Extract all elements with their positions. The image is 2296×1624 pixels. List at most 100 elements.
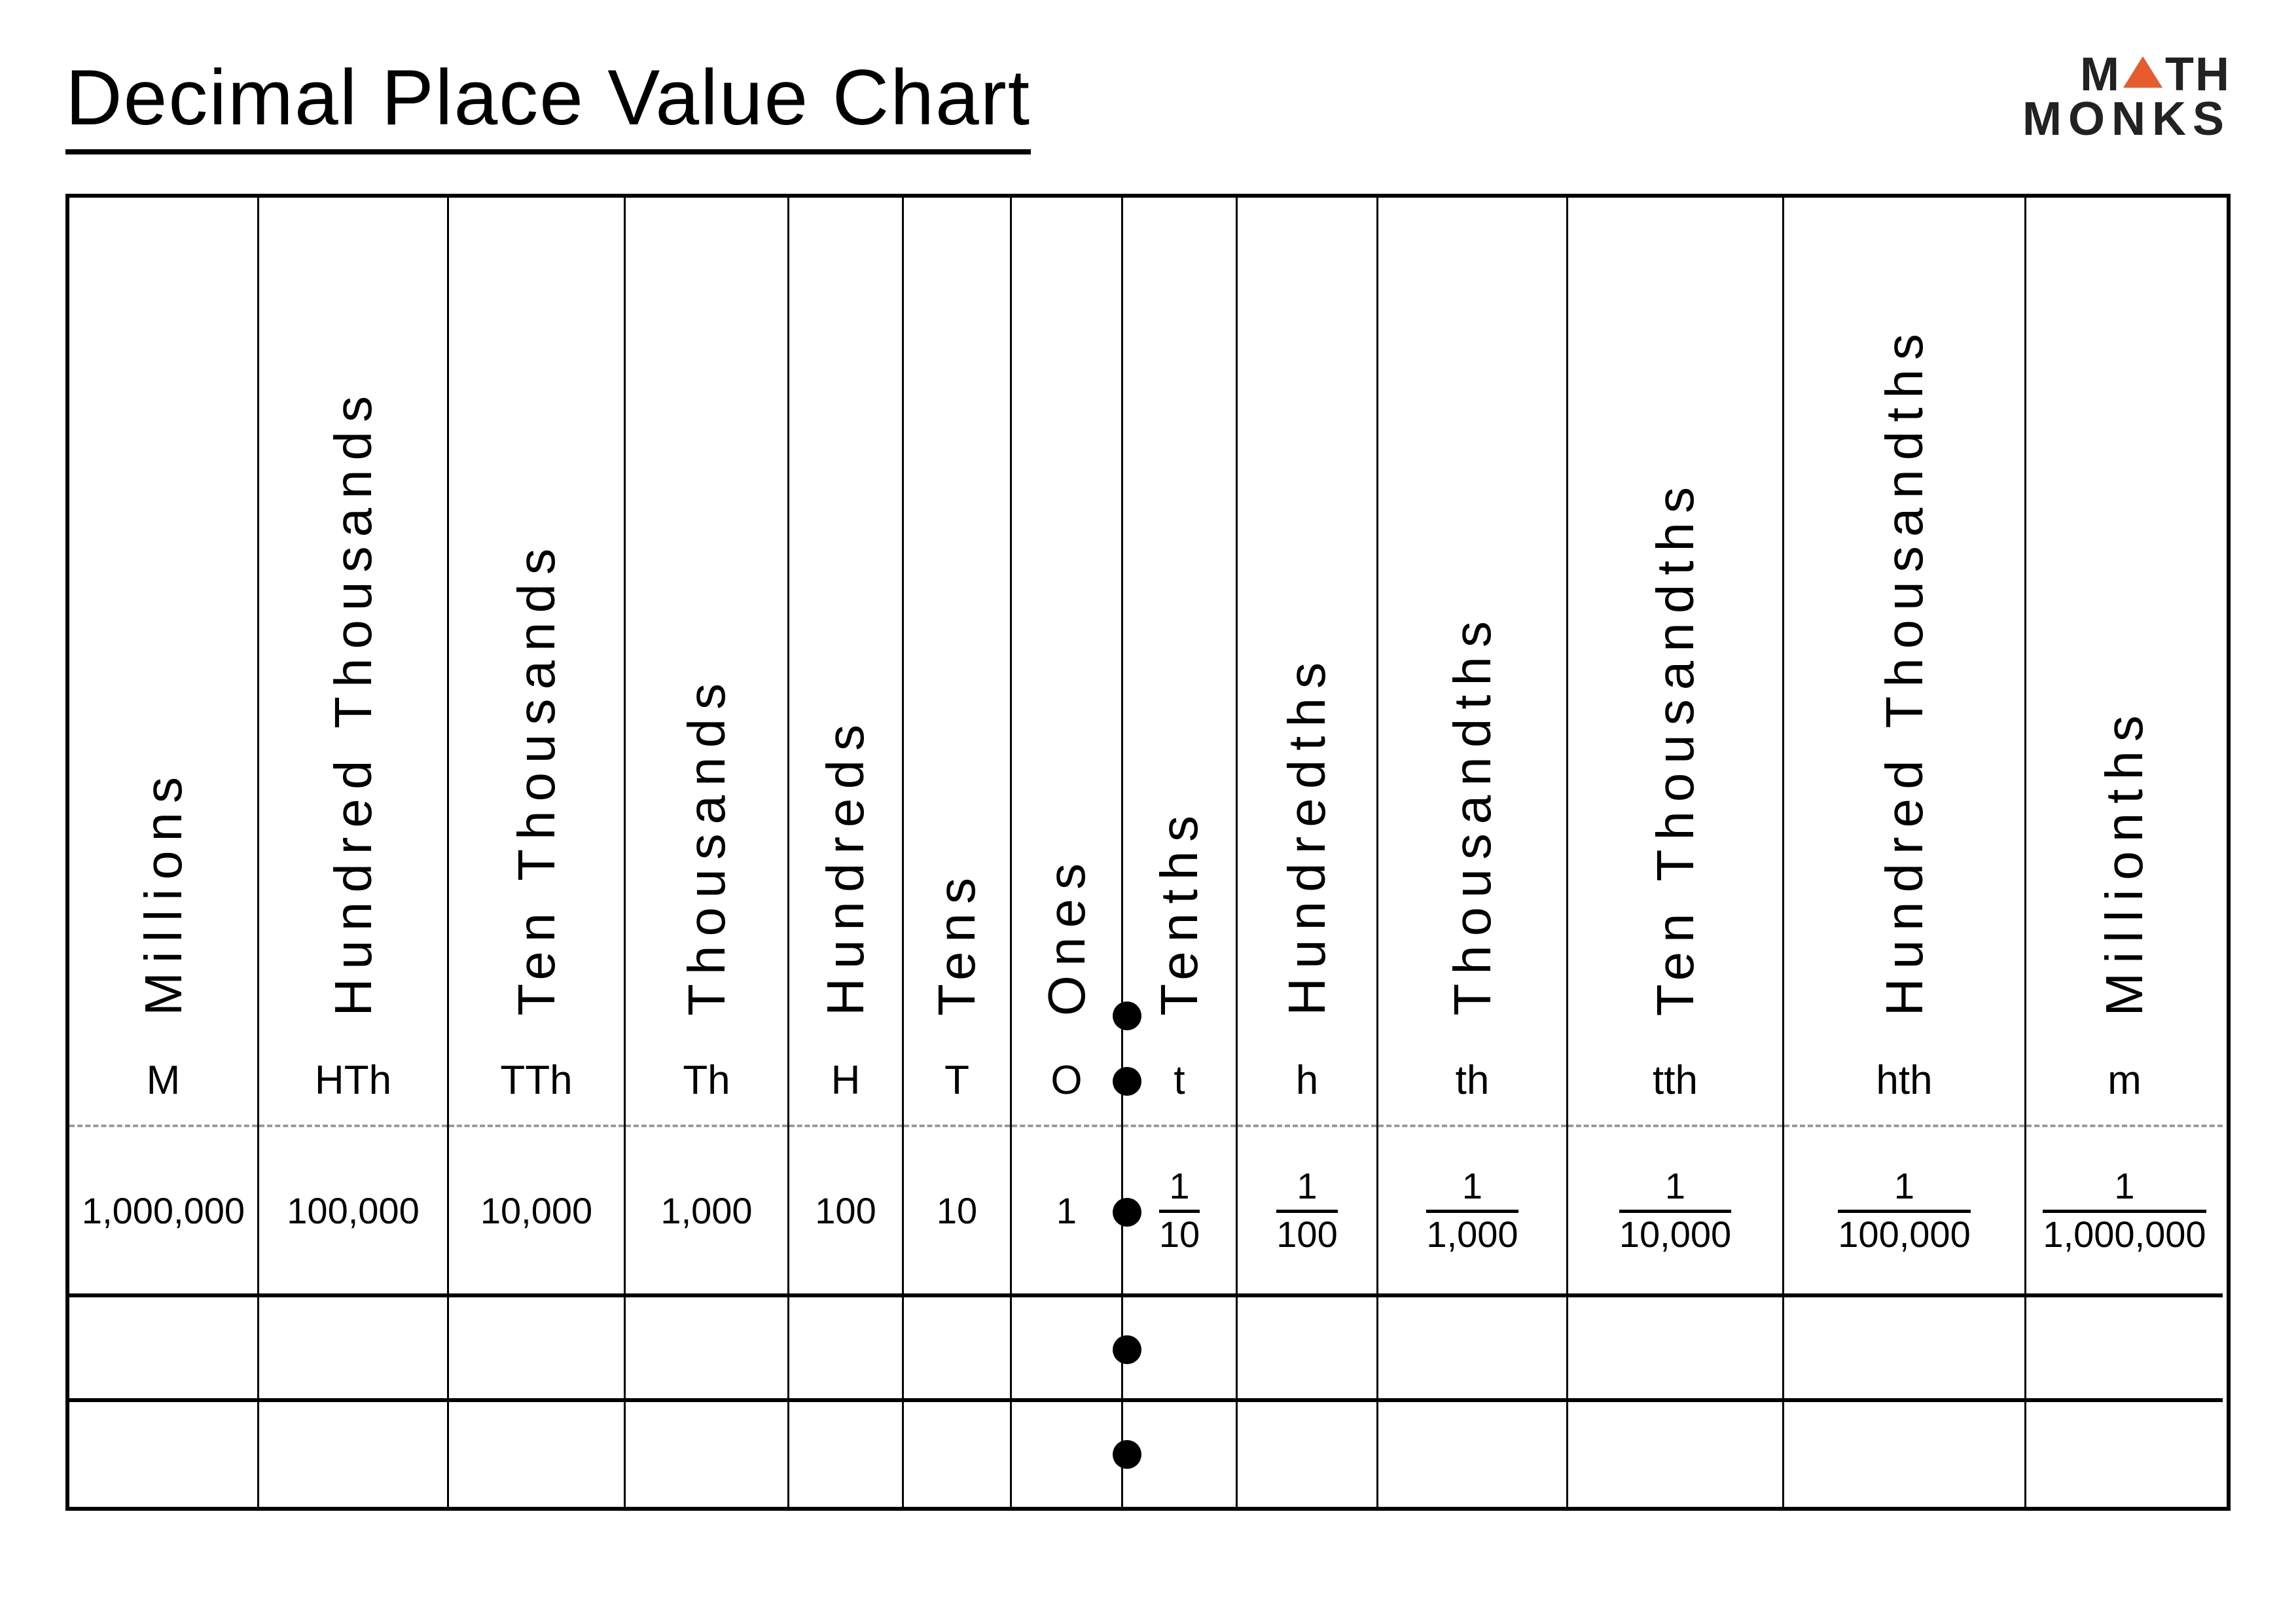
fraction-denominator: 10	[1159, 1216, 1200, 1254]
column-name-cell: Hundred Thousands	[259, 198, 447, 1036]
fraction-numerator: 1	[1665, 1167, 1685, 1206]
header: Decimal Place Value Chart MTH MONKS	[65, 52, 2231, 154]
column-value-cell: 100	[789, 1127, 902, 1297]
blank-row-2	[1012, 1402, 1121, 1507]
column-value-label: 10,000	[480, 1189, 592, 1232]
column: Hundreds H 100	[789, 198, 904, 1507]
column-name-cell: Ten Thousands	[449, 198, 624, 1036]
page: Decimal Place Value Chart MTH MONKS Mill…	[0, 0, 2296, 1624]
logo-triangle-icon	[2123, 56, 2162, 88]
blank-row-1	[1123, 1297, 1236, 1402]
blank-row-1	[904, 1297, 1010, 1402]
fraction-bar	[1619, 1210, 1731, 1213]
column-abbr-label: T	[944, 1057, 969, 1104]
place-value-chart: MillionsM1,000,000 Hundred Thousands HTh 10…	[65, 194, 2231, 1511]
blank-row-1	[1784, 1297, 2024, 1402]
column-abbr-cell: TTh	[449, 1036, 624, 1127]
column-name-cell: Tens	[904, 198, 1010, 1036]
blank-row-1	[1568, 1297, 1782, 1402]
column-name-label: Hundred Thousandths	[1874, 325, 1935, 1016]
column: Tens T 10	[904, 198, 1012, 1507]
fraction-numerator: 1	[2114, 1167, 2134, 1206]
column-name-label: Ones	[1037, 854, 1097, 1016]
chart-grid: MillionsM1,000,000 Hundred Thousands HTh 10…	[69, 198, 2227, 1507]
fraction-bar	[1276, 1210, 1337, 1213]
fraction-numerator: 1	[1462, 1167, 1482, 1206]
column-abbr-cell: h	[1238, 1036, 1376, 1127]
blank-row-1	[1378, 1297, 1566, 1402]
blank-row-1	[449, 1297, 624, 1402]
column-name-label: Thousands	[677, 674, 737, 1016]
blank-row-2	[789, 1402, 902, 1507]
column-value-label: 100	[815, 1189, 876, 1232]
fraction-denominator: 100,000	[1838, 1216, 1970, 1254]
column-abbr-cell: H	[789, 1036, 902, 1127]
column-name-label: Ten Thousands	[507, 539, 567, 1016]
column-value-cell: 110	[1123, 1127, 1236, 1297]
column-abbr-label: t	[1174, 1057, 1185, 1104]
column-value-label: 10	[937, 1189, 977, 1232]
column-name-cell: Ones	[1012, 198, 1121, 1036]
column-value-label: 1	[1056, 1189, 1077, 1232]
blank-row-2	[2026, 1402, 2223, 1507]
blank-row-2	[1784, 1402, 2024, 1507]
fraction-denominator: 10,000	[1619, 1216, 1731, 1254]
column-abbr-label: HTh	[315, 1057, 391, 1104]
column-name-cell: Hundredths	[1238, 198, 1376, 1036]
fraction: 110	[1159, 1167, 1200, 1254]
page-title: Decimal Place Value Chart	[65, 52, 1031, 154]
column-name-cell: Thousands	[626, 198, 787, 1036]
column-abbr-label: TTh	[500, 1057, 572, 1104]
column-abbr-cell: t	[1123, 1036, 1236, 1127]
column-name-label: Ten Thousandths	[1645, 478, 1706, 1016]
fraction-numerator: 1	[1297, 1167, 1317, 1206]
column: Hundredthsh1100	[1238, 198, 1378, 1507]
column-value-cell: 10,000	[449, 1127, 624, 1297]
column-name-cell: Ten Thousandths	[1568, 198, 1782, 1036]
column-name-label: Thousandths	[1443, 612, 1503, 1016]
column-value-cell: 10	[904, 1127, 1010, 1297]
column: Millionthsm11,000,000	[2026, 198, 2223, 1507]
column: ThousandsTh1,000	[626, 198, 789, 1507]
column-name-cell: Hundreds	[789, 198, 902, 1036]
blank-row-2	[449, 1402, 624, 1507]
column-abbr-cell: M	[69, 1036, 257, 1127]
fraction-numerator: 1	[1169, 1167, 1189, 1206]
column-value-label: 1,000	[660, 1189, 752, 1232]
fraction-bar	[1426, 1210, 1518, 1213]
blank-row-1	[1012, 1297, 1121, 1402]
blank-row-2	[69, 1402, 257, 1507]
column: MillionsM1,000,000	[69, 198, 259, 1507]
column-value-cell: 1100	[1238, 1127, 1376, 1297]
column-name-cell: Millionths	[2026, 198, 2223, 1036]
logo-row-2: MONKS	[2022, 97, 2231, 141]
column: Hundred Thousands HTh 100,000	[259, 198, 449, 1507]
blank-row-2	[1238, 1402, 1376, 1507]
column-abbr-label: O	[1050, 1057, 1082, 1104]
column-value-cell: 1 1,000	[1378, 1127, 1566, 1297]
column: Ten Thousandthstth110,000	[1568, 198, 1784, 1507]
column-name-label: Millionths	[2094, 706, 2155, 1016]
column-name-cell: Millions	[69, 198, 257, 1036]
column-name-label: Hundred Thousands	[323, 387, 384, 1016]
column-name-label: Hundreds	[816, 715, 876, 1016]
column-name-label: Tens	[927, 869, 987, 1016]
blank-row-1	[626, 1297, 787, 1402]
blank-row-2	[626, 1402, 787, 1507]
column-abbr-cell: hth	[1784, 1036, 2024, 1127]
column-value-label: 100,000	[287, 1189, 419, 1232]
logo: MTH MONKS	[2022, 52, 2231, 142]
fraction-denominator: 1,000	[1426, 1216, 1518, 1254]
column-value-cell: 11,000,000	[2026, 1127, 2223, 1297]
fraction: 1 10,000	[1619, 1167, 1731, 1254]
column-name-cell: Hundred Thousandths	[1784, 198, 2024, 1036]
column-value-cell: 1,000	[626, 1127, 787, 1297]
blank-row-1	[69, 1297, 257, 1402]
fraction-bar	[1838, 1210, 1970, 1213]
column-value-cell: 100,000	[259, 1127, 447, 1297]
fraction-numerator: 1	[1894, 1167, 1914, 1206]
column: Tenthst110	[1123, 198, 1238, 1507]
column-value-cell: 1,000,000	[69, 1127, 257, 1297]
column-value-cell: 1 10,000	[1568, 1127, 1782, 1297]
logo-row-1: MTH	[2022, 52, 2231, 97]
